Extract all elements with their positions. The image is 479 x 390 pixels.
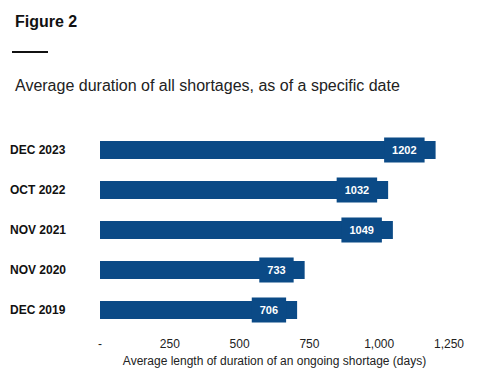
svg-text:1032: 1032	[345, 184, 369, 196]
svg-text:500: 500	[230, 337, 250, 351]
svg-text:1,000: 1,000	[364, 337, 394, 351]
svg-text:1202: 1202	[392, 144, 416, 156]
svg-text:Figure 2: Figure 2	[15, 13, 77, 30]
svg-text:250: 250	[160, 337, 180, 351]
svg-text:706: 706	[260, 304, 278, 316]
svg-text:Average length of duration of: Average length of duration of an ongoing…	[123, 354, 426, 368]
svg-text:NOV 2021: NOV 2021	[10, 223, 66, 237]
svg-text:750: 750	[299, 337, 319, 351]
svg-text:-: -	[98, 337, 102, 351]
svg-text:DEC 2023: DEC 2023	[10, 143, 66, 157]
svg-text:Average duration of all shorta: Average duration of all shortages, as of…	[15, 77, 400, 94]
svg-text:OCT 2022: OCT 2022	[10, 183, 66, 197]
svg-text:1049: 1049	[349, 224, 373, 236]
svg-text:733: 733	[267, 264, 285, 276]
svg-text:DEC 2019: DEC 2019	[10, 303, 66, 317]
svg-text:NOV 2020: NOV 2020	[10, 263, 66, 277]
svg-text:1,250: 1,250	[434, 337, 464, 351]
